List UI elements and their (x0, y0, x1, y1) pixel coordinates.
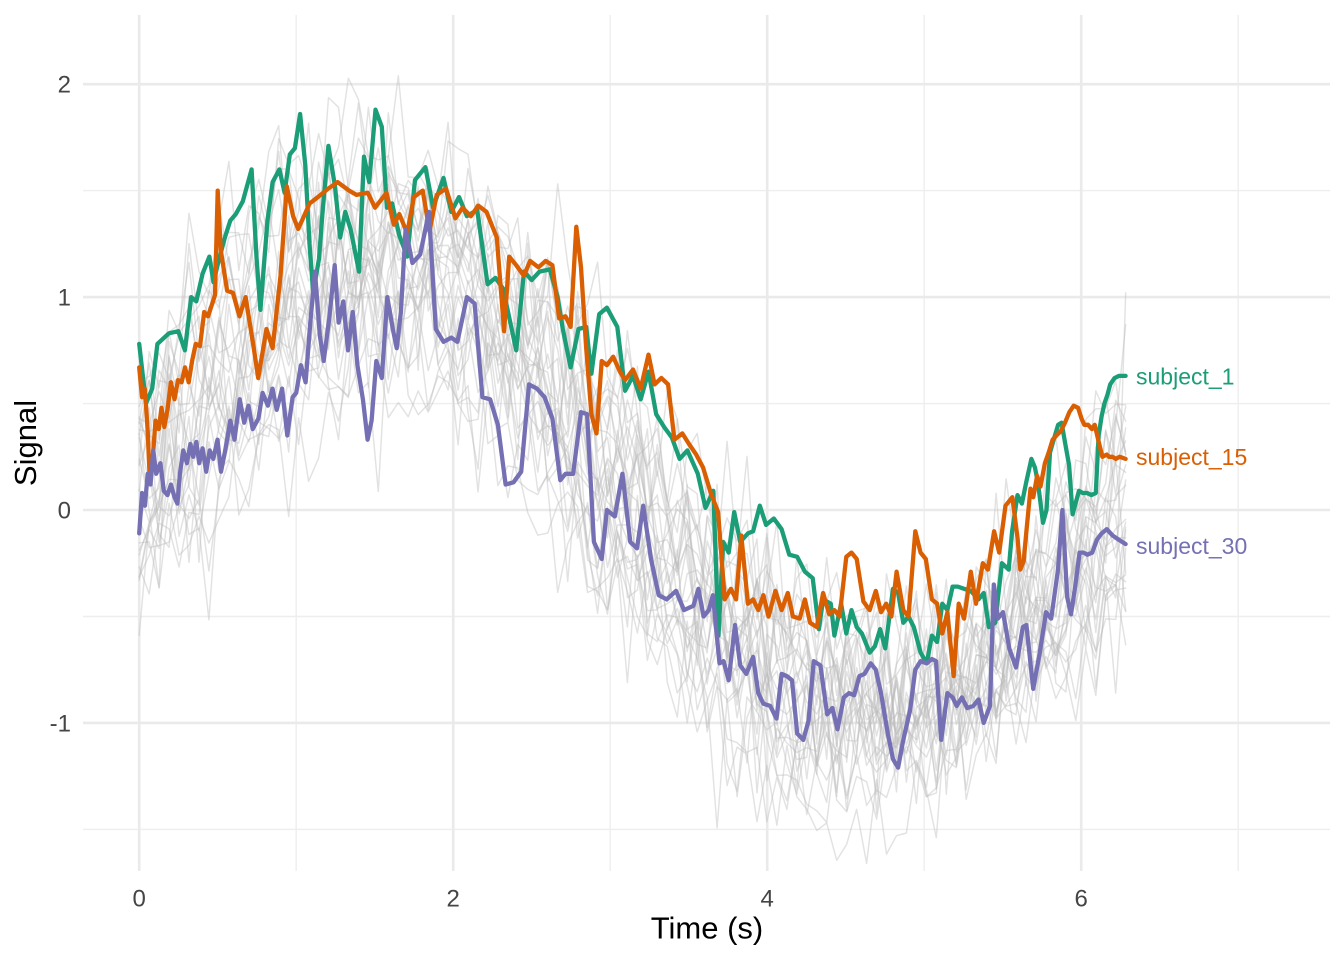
svg-text:subject_30: subject_30 (1136, 533, 1247, 559)
svg-text:2: 2 (447, 886, 460, 913)
svg-text:0: 0 (133, 886, 146, 913)
svg-text:subject_1: subject_1 (1136, 364, 1234, 390)
svg-text:0: 0 (58, 498, 71, 525)
svg-text:6: 6 (1075, 886, 1088, 913)
svg-text:Time (s): Time (s) (651, 911, 764, 946)
svg-text:1: 1 (58, 285, 71, 312)
svg-text:Signal: Signal (8, 400, 43, 486)
svg-text:-1: -1 (50, 711, 71, 738)
svg-text:2: 2 (58, 72, 71, 99)
svg-text:4: 4 (761, 886, 774, 913)
svg-text:subject_15: subject_15 (1136, 444, 1247, 470)
